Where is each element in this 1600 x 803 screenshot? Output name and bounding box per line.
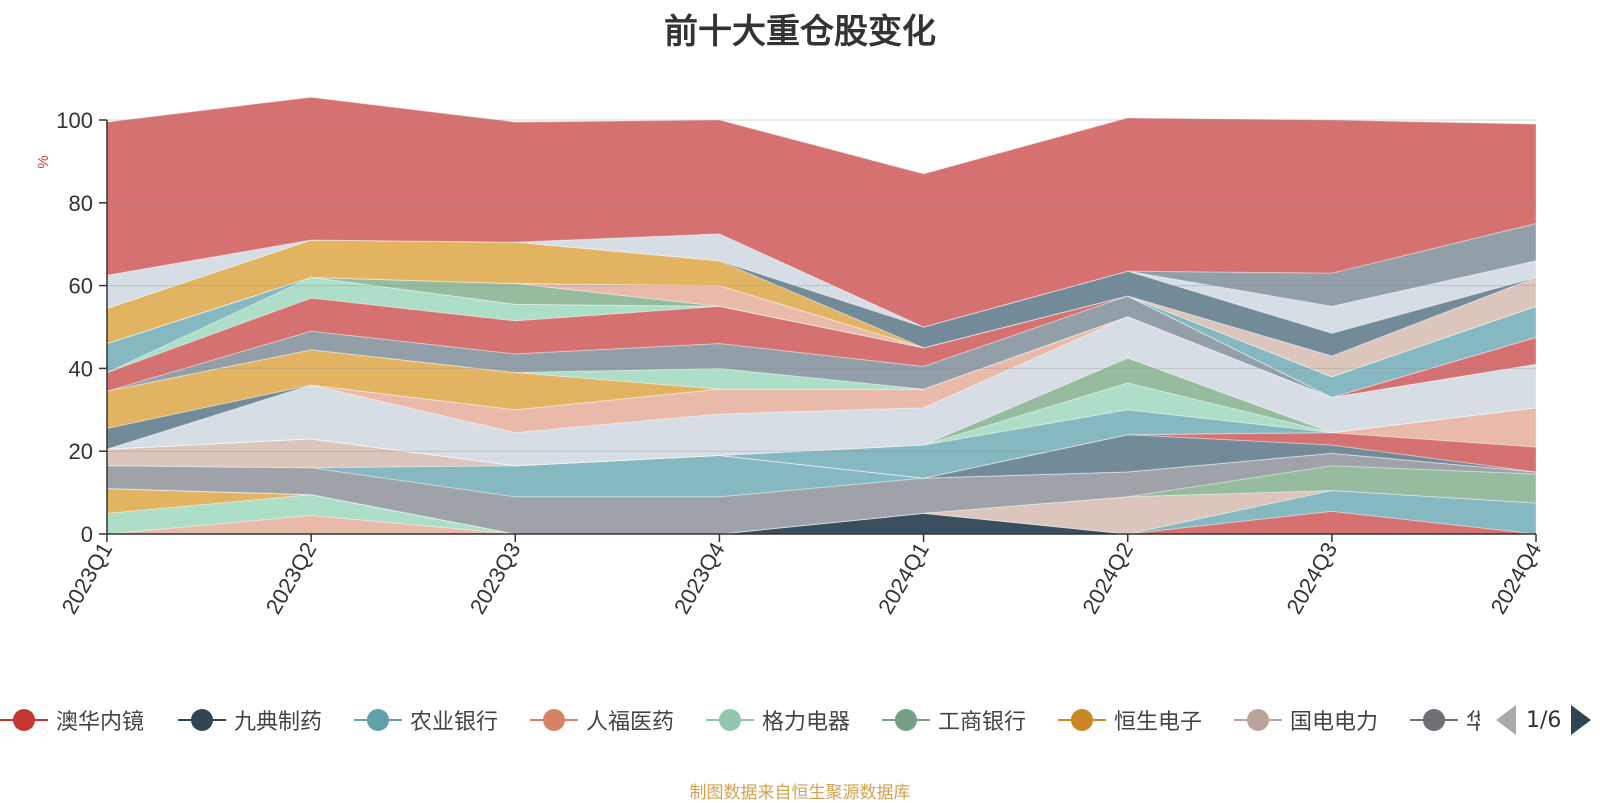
legend-pager: 1/6 xyxy=(1496,705,1592,735)
legend-marker-icon xyxy=(1410,706,1458,734)
legend-item[interactable]: 国电电力 xyxy=(1234,700,1378,740)
legend-item[interactable]: 农业银行 xyxy=(354,700,498,740)
legend-marker-icon xyxy=(530,706,578,734)
x-tick-label: 2023Q4 xyxy=(669,538,730,618)
legend-item[interactable]: 恒生电子 xyxy=(1058,700,1202,740)
y-axis-unit-label: % xyxy=(35,155,52,168)
legend-label: 恒生电子 xyxy=(1114,710,1203,735)
legend-label: 农业银行 xyxy=(410,710,499,735)
x-tick-label: 2024Q3 xyxy=(1281,538,1342,618)
y-tick-label: 20 xyxy=(69,439,93,464)
chart-title: 前十大重仓股变化 xyxy=(664,12,936,52)
y-tick-label: 80 xyxy=(69,191,93,216)
area-series-s18 xyxy=(106,316,1537,467)
x-tick-label: 2023Q3 xyxy=(465,538,526,618)
legend-marker-icon xyxy=(0,706,48,734)
legend-item[interactable]: 华 xyxy=(1410,700,1480,740)
x-tick-label: 2023Q1 xyxy=(57,538,118,618)
legend-marker-icon xyxy=(178,706,226,734)
legend-marker-icon xyxy=(1234,706,1282,734)
legend-label: 人福医药 xyxy=(586,710,675,735)
area-series-s13 xyxy=(106,432,1537,479)
x-tick-label: 2024Q4 xyxy=(1486,538,1547,618)
legend-label: 工商银行 xyxy=(938,710,1027,735)
legend-marker-icon xyxy=(706,706,754,734)
y-tick-label: 60 xyxy=(69,274,93,299)
area-series-s33 xyxy=(106,222,1537,328)
legend-prev-arrow-icon[interactable] xyxy=(1496,705,1516,735)
legend-label: 格力电器 xyxy=(762,710,851,735)
area-series-s34 xyxy=(106,96,1537,328)
area-series-s24 xyxy=(106,295,1537,398)
legend-item[interactable]: 工商银行 xyxy=(882,700,1026,740)
y-tick-label: 0 xyxy=(81,522,93,547)
area-layers xyxy=(106,96,1537,535)
legend-item[interactable]: 澳华内镜 xyxy=(0,700,144,740)
legend: 澳华内镜 九典制药 农业银行 人福医药 格力电器 工商银行 恒生电子 国电电力 华 xyxy=(0,700,1480,740)
y-tick-label: 40 xyxy=(69,356,93,381)
legend-marker-icon xyxy=(1058,706,1106,734)
legend-marker-icon xyxy=(354,706,402,734)
legend-item[interactable]: 九典制药 xyxy=(178,700,322,740)
legend-item[interactable]: 人福医药 xyxy=(530,700,674,740)
legend-next-arrow-icon[interactable] xyxy=(1571,705,1592,735)
y-tick-label: 100 xyxy=(56,108,93,133)
legend-label: 九典制药 xyxy=(234,710,323,735)
x-tick-label: 2024Q2 xyxy=(1077,538,1138,618)
legend-label: 国电电力 xyxy=(1290,710,1379,735)
legend-item[interactable]: 格力电器 xyxy=(706,700,850,740)
source-note: 制图数据来自恒生聚源数据库 xyxy=(689,783,911,803)
x-tick-label: 2023Q2 xyxy=(261,538,322,618)
legend-label: 华 xyxy=(1466,710,1480,735)
area-series-s14 xyxy=(106,407,1537,479)
legend-page-indicator: 1/6 xyxy=(1526,707,1562,733)
x-tick-label: 2024Q1 xyxy=(873,538,934,618)
legend-label: 澳华内镜 xyxy=(56,710,145,735)
legend-marker-icon xyxy=(882,706,930,734)
